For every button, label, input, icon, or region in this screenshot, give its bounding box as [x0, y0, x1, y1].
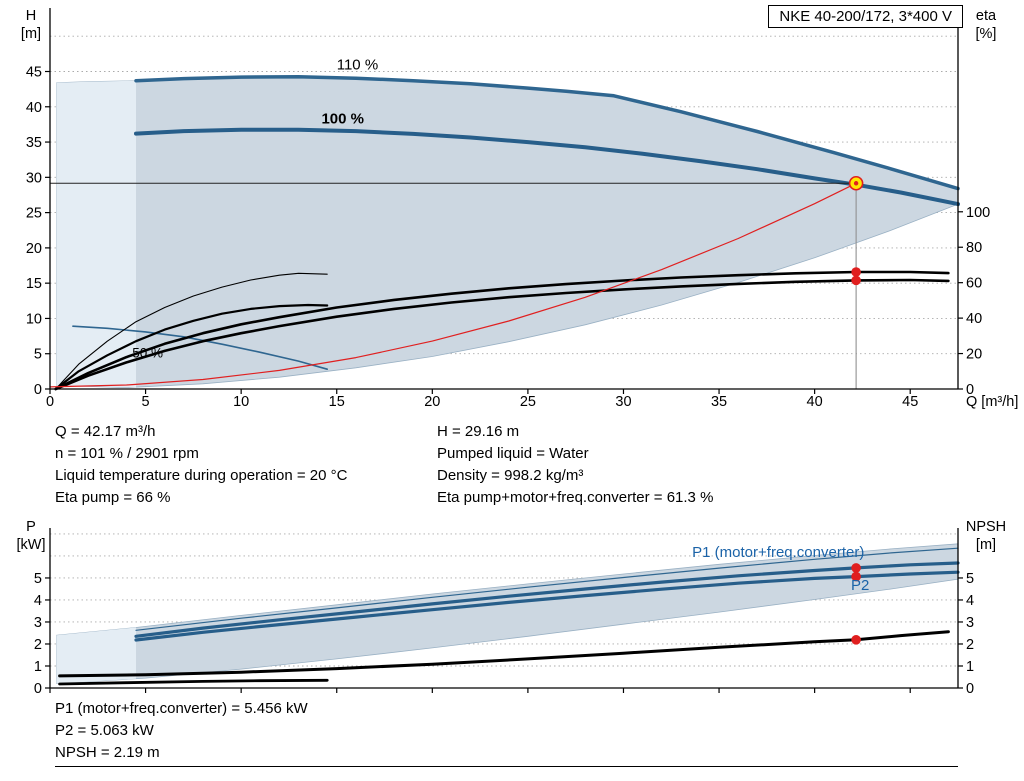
y-right-tick-label: 80: [966, 240, 982, 256]
x-axis-label: Q [m³/h]: [966, 394, 1018, 410]
x-tick-label: 0: [46, 394, 54, 410]
y-right-tick-label: 2: [966, 637, 974, 653]
info-pumped-liquid: Pumped liquid = Water: [437, 445, 589, 462]
info-head: H = 29.16 m: [437, 423, 520, 440]
system-curve: [49, 182, 857, 388]
y-right-tick-label: 1: [966, 659, 974, 675]
x-tick-label: 5: [142, 394, 150, 410]
info-p2: P2 = 5.063 kW: [55, 722, 154, 739]
eta-pump-curve: [54, 270, 950, 391]
y-left-tick-label: 3: [34, 615, 42, 631]
y-right-tick-label: 60: [966, 276, 982, 292]
curve-label: 100 %: [321, 111, 364, 128]
y-left-axis-label: [kW]: [17, 537, 46, 553]
y-left-tick-label: 4: [34, 593, 42, 609]
y-left-tick-label: 35: [26, 135, 42, 151]
y-right-axis-label: [m]: [976, 537, 996, 553]
y-left-axis-label: P: [26, 519, 36, 535]
low-speed-strip: [56, 80, 137, 388]
y-left-tick-label: 1: [34, 659, 42, 675]
curve-label: 110 %: [337, 56, 378, 73]
p1-point: [851, 563, 861, 573]
x-tick-label: 30: [615, 394, 631, 410]
x-tick-label: 10: [233, 394, 249, 410]
y-right-tick-label: 100: [966, 205, 990, 221]
y-right-tick-label: 4: [966, 593, 974, 609]
operating-envelope: [56, 76, 959, 389]
x-tick-label: 35: [711, 394, 727, 410]
duty-point-center: [853, 181, 859, 186]
x-tick-label: 40: [807, 394, 823, 410]
y-left-tick-label: 40: [26, 100, 42, 116]
power-low-speed-strip: [56, 627, 137, 684]
pump-model-label: NKE 40-200/172, 3*400 V: [779, 8, 952, 25]
curve-label: 50 %: [132, 345, 163, 360]
eta-half-speed-total-curve: [54, 303, 329, 391]
npsh-point: [851, 635, 861, 645]
speed-100-curve: [134, 127, 960, 207]
y-right-tick-label: 40: [966, 311, 982, 327]
y-left-tick-label: 5: [34, 347, 42, 363]
y-left-tick-label: 0: [34, 382, 42, 398]
y-right-tick-label: 0: [966, 382, 974, 398]
npsh-curve: [58, 630, 950, 678]
eta-pump-point: [851, 267, 861, 277]
eta-total-curve: [54, 278, 950, 391]
curve-label: P1 (motor+freq.converter): [692, 544, 864, 561]
y-left-tick-label: 2: [34, 637, 42, 653]
y-left-tick-label: 20: [26, 241, 42, 257]
power-info: P1 (motor+freq.converter) = 5.456 kW P2 …: [55, 698, 308, 764]
info-eta-total: Eta pump+motor+freq.converter = 61.3 %: [437, 489, 714, 506]
y-left-axis-label: [m]: [21, 26, 41, 42]
qh-chart: 110 % 100 % 50 % 0 5 10 15 20 25 30 35 40 45 0 5 10 15 20…: [21, 8, 1018, 410]
info-density: Density = 998.2 kg/m³: [437, 467, 584, 484]
p2-point: [851, 571, 861, 582]
info-npsh: NPSH = 2.19 m: [55, 744, 160, 761]
y-left-tick-label: 10: [26, 311, 42, 327]
y-right-axis-label: NPSH: [966, 519, 1006, 535]
info-flow: Q = 42.17 m³/h: [55, 423, 156, 440]
power-envelope: [56, 543, 959, 685]
y-left-axis-label: H: [26, 8, 36, 24]
x-tick-label: 45: [902, 394, 918, 410]
y-left-tick-label: 30: [26, 170, 42, 186]
info-liquid-temperature: Liquid temperature during operation = 20…: [55, 467, 348, 484]
y-left-tick-label: 0: [34, 681, 42, 697]
x-tick-label: 15: [329, 394, 345, 410]
y-right-axis-label: eta: [976, 8, 997, 24]
speed-110-curve: [134, 75, 960, 191]
y-right-axis-label: [%]: [976, 26, 997, 42]
duty-info-left: Q = 42.17 m³/h n = 101 % / 2901 rpm Liqu…: [55, 421, 347, 509]
x-tick-label: 20: [424, 394, 440, 410]
info-eta-pump: Eta pump = 66 %: [55, 489, 171, 506]
y-right-tick-label: 5: [966, 571, 974, 587]
bottom-divider: [55, 766, 958, 767]
y-left-tick-label: 25: [26, 206, 42, 222]
y-left-tick-label: 5: [34, 571, 42, 587]
pump-model-box: NKE 40-200/172, 3*400 V: [768, 5, 963, 28]
eta-total-point: [851, 275, 861, 286]
y-right-tick-label: 20: [966, 347, 982, 363]
y-right-tick-label: 3: [966, 615, 974, 631]
curve-label: P2: [851, 577, 869, 594]
power-npsh-chart: P1 (motor+freq.converter) P2 0 1 2 3 4 5 0 1 2 3 4 5 P…: [17, 519, 1007, 697]
duty-info-right: H = 29.16 m Pumped liquid = Water Densit…: [437, 421, 713, 509]
info-p1: P1 (motor+freq.converter) = 5.456 kW: [55, 700, 308, 717]
y-left-tick-label: 15: [26, 276, 42, 292]
info-speed: n = 101 % / 2901 rpm: [55, 445, 199, 462]
y-left-tick-label: 45: [26, 65, 42, 81]
y-right-tick-label: 0: [966, 681, 974, 697]
x-tick-label: 25: [520, 394, 536, 410]
p-half-speed-curve: [58, 678, 329, 686]
p1-110-curve: [135, 547, 959, 631]
eta-half-speed-curve: [55, 272, 328, 390]
